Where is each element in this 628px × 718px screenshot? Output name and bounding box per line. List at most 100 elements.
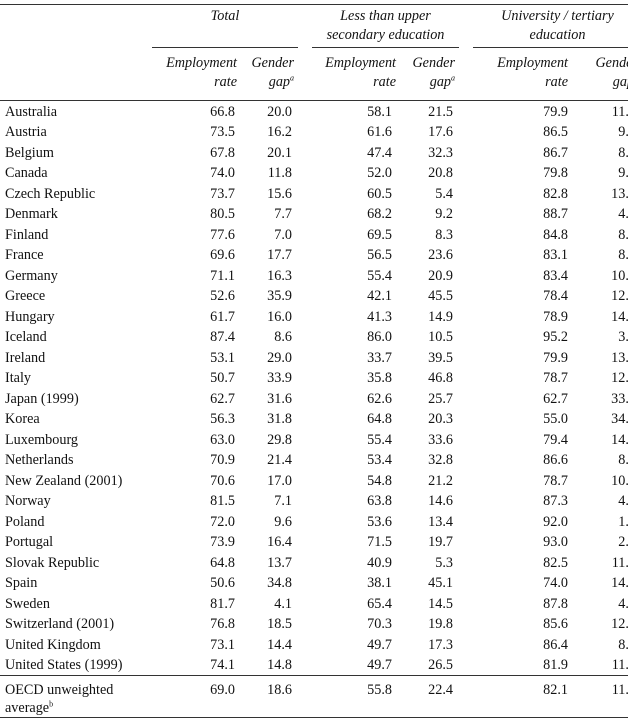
- col-header-total-employment-rate: Employment rate: [152, 48, 241, 101]
- cell-t-gap: 31.6: [241, 388, 298, 409]
- cell-u-emp: 86.7: [473, 142, 576, 163]
- cell-u-gap: 8.6: [576, 142, 628, 163]
- cell-u-emp: 78.9: [473, 306, 576, 327]
- cell-l-emp: 53.4: [312, 450, 400, 471]
- cell-l-emp: 58.1: [312, 101, 400, 122]
- footnote-marker-b: b: [49, 699, 53, 708]
- cell-t-gap: 7.1: [241, 491, 298, 512]
- cell-u-emp: 62.7: [473, 388, 576, 409]
- country-name: Hungary: [0, 306, 152, 327]
- cell-l-gap: 26.5: [400, 655, 459, 676]
- col-header-less-employment-rate: Employment rate: [312, 48, 400, 101]
- cell-l-gap: 20.3: [400, 409, 459, 430]
- cell-t-gap: 16.0: [241, 306, 298, 327]
- cell-u-gap: 8.0: [576, 634, 628, 655]
- cell-l-emp: 70.3: [312, 614, 400, 635]
- country-name: Finland: [0, 224, 152, 245]
- cell-l-gap: 14.9: [400, 306, 459, 327]
- cell-l-gap: 20.9: [400, 265, 459, 286]
- average-l-emp: 55.8: [312, 676, 400, 718]
- cell-l-emp: 61.6: [312, 122, 400, 143]
- country-name: United Kingdom: [0, 634, 152, 655]
- cell-t-gap: 29.8: [241, 429, 298, 450]
- cell-l-gap: 13.4: [400, 511, 459, 532]
- cell-u-emp: 85.6: [473, 614, 576, 635]
- country-name: Poland: [0, 511, 152, 532]
- cell-t-emp: 70.9: [152, 450, 241, 471]
- cell-u-emp: 78.4: [473, 286, 576, 307]
- cell-u-gap: 12.4: [576, 286, 628, 307]
- cell-t-emp: 73.9: [152, 532, 241, 553]
- country-name: Japan (1999): [0, 388, 152, 409]
- cell-u-emp: 81.9: [473, 655, 576, 676]
- cell-t-gap: 14.4: [241, 634, 298, 655]
- average-u-emp: 82.1: [473, 676, 576, 718]
- group-label-total: Total: [152, 7, 298, 26]
- country-name: Ireland: [0, 347, 152, 368]
- cell-t-emp: 71.1: [152, 265, 241, 286]
- cell-l-gap: 25.7: [400, 388, 459, 409]
- cell-u-emp: 79.8: [473, 163, 576, 184]
- country-name: Korea: [0, 409, 152, 430]
- cell-t-emp: 73.5: [152, 122, 241, 143]
- cell-l-gap: 8.3: [400, 224, 459, 245]
- cell-u-gap: 1.5: [576, 511, 628, 532]
- cell-l-emp: 86.0: [312, 327, 400, 348]
- cell-u-gap: 14.8: [576, 573, 628, 594]
- cell-l-emp: 40.9: [312, 552, 400, 573]
- cell-t-emp: 61.7: [152, 306, 241, 327]
- cell-u-gap: 14.7: [576, 306, 628, 327]
- cell-t-gap: 16.4: [241, 532, 298, 553]
- employment-rate-table: Total Less than upper secondary educatio…: [0, 4, 628, 718]
- cell-l-emp: 63.8: [312, 491, 400, 512]
- country-name: United States (1999): [0, 655, 152, 676]
- cell-l-emp: 68.2: [312, 204, 400, 225]
- cell-t-gap: 15.6: [241, 183, 298, 204]
- country-name: Netherlands: [0, 450, 152, 471]
- cell-u-gap: 3.7: [576, 327, 628, 348]
- cell-u-emp: 74.0: [473, 573, 576, 594]
- cell-t-gap: 20.1: [241, 142, 298, 163]
- cell-t-emp: 72.0: [152, 511, 241, 532]
- cell-u-emp: 87.3: [473, 491, 576, 512]
- country-name: New Zealand (2001): [0, 470, 152, 491]
- cell-l-gap: 45.1: [400, 573, 459, 594]
- cell-t-gap: 8.6: [241, 327, 298, 348]
- cell-l-gap: 17.6: [400, 122, 459, 143]
- average-l-gap: 22.4: [400, 676, 459, 718]
- cell-l-emp: 41.3: [312, 306, 400, 327]
- average-u-gap: 11.2: [576, 676, 628, 718]
- cell-t-emp: 50.7: [152, 368, 241, 389]
- cell-u-gap: 9.2: [576, 163, 628, 184]
- cell-t-emp: 81.7: [152, 593, 241, 614]
- cell-l-emp: 47.4: [312, 142, 400, 163]
- cell-l-gap: 10.5: [400, 327, 459, 348]
- cell-t-emp: 62.7: [152, 388, 241, 409]
- cell-l-gap: 23.6: [400, 245, 459, 266]
- cell-u-emp: 93.0: [473, 532, 576, 553]
- country-name: Czech Republic: [0, 183, 152, 204]
- cell-u-gap: 12.0: [576, 614, 628, 635]
- country-name: Australia: [0, 101, 152, 122]
- country-name: Canada: [0, 163, 152, 184]
- cell-u-emp: 82.5: [473, 552, 576, 573]
- cell-t-emp: 73.1: [152, 634, 241, 655]
- table-row: Japan (1999)62.731.662.625.762.733.5: [0, 388, 628, 409]
- cell-u-gap: 33.5: [576, 388, 628, 409]
- footnote-marker-a: a: [451, 73, 455, 82]
- cell-u-emp: 79.4: [473, 429, 576, 450]
- country-name: Slovak Republic: [0, 552, 152, 573]
- cell-t-gap: 16.3: [241, 265, 298, 286]
- cell-u-gap: 14.0: [576, 429, 628, 450]
